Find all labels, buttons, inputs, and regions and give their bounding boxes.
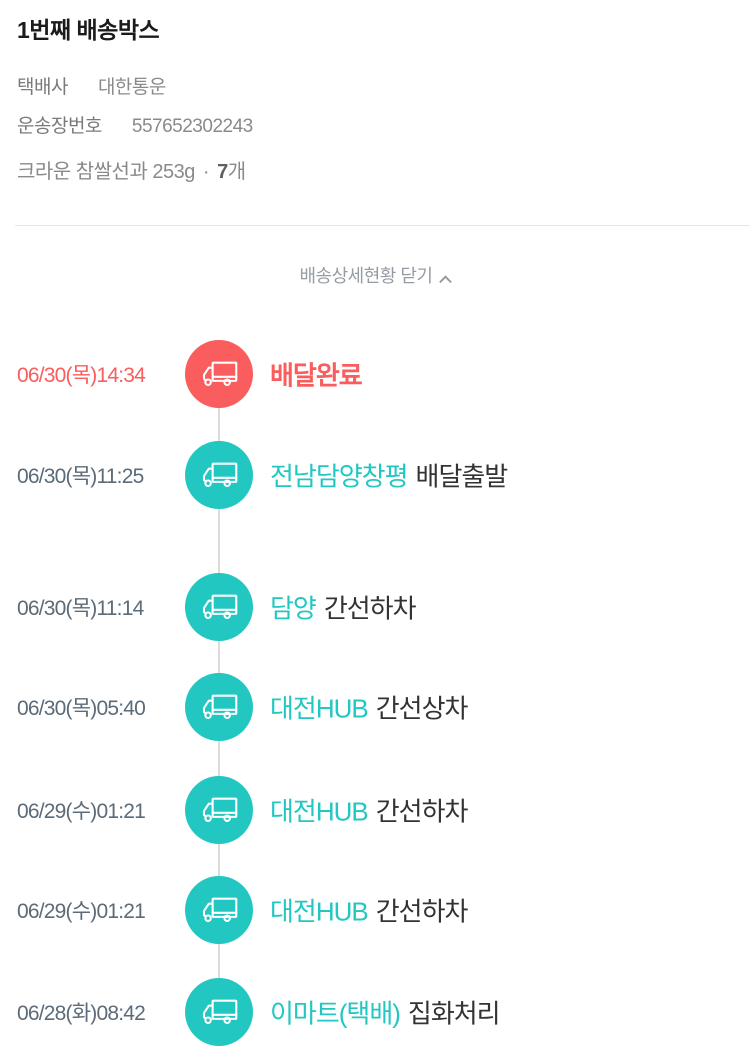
tracking-number-row: 운송장번호 557652302243 xyxy=(17,111,253,138)
status-circle xyxy=(185,573,253,641)
courier-value: 대한통운 xyxy=(97,77,166,98)
timeline-row: 06/30(목)11:14 담양 간선하차 xyxy=(0,573,750,641)
status-location: 대전HUB xyxy=(270,796,369,827)
courier-row: 택배사 대한통운 xyxy=(17,72,166,99)
timeline-row: 06/28(화)08:42 이마트(택배) 집화처리 xyxy=(0,978,750,1046)
status-label: 간선하차 xyxy=(375,796,469,827)
status-text: 배달완료 xyxy=(270,356,363,393)
tracking-number-label: 운송장번호 xyxy=(17,116,102,137)
status-circle xyxy=(185,673,253,741)
timeline-row: 06/30(목)05:40 대전HUB 간선상차 xyxy=(0,673,750,741)
product-summary: 크라운 참쌀선과 253g · 7개 xyxy=(17,155,246,184)
status-location: 대전HUB xyxy=(270,693,369,724)
page-title: 1번째 배송박스 xyxy=(17,17,160,43)
timeline-date: 06/30(목)14:34 xyxy=(17,364,146,387)
status-label: 간선상차 xyxy=(375,693,469,724)
truck-icon xyxy=(202,594,238,619)
timeline-row: 06/30(목)11:25 전남담양창평 배달출발 xyxy=(0,441,750,509)
status-text: 전남담양창평 배달출발 xyxy=(270,457,509,494)
timeline-date: 06/28(화)08:42 xyxy=(17,1002,146,1025)
timeline-date: 06/30(목)11:14 xyxy=(17,597,144,620)
status-location: 담양 xyxy=(270,593,317,624)
status-text: 이마트(택배) 집화처리 xyxy=(270,994,501,1031)
truck-icon xyxy=(202,361,238,386)
status-text: 담양 간선하차 xyxy=(270,589,417,626)
separator-dot: · xyxy=(202,161,210,183)
toggle-label: 배송상세현황 닫기 xyxy=(299,266,433,286)
status-text: 대전HUB 간선상차 xyxy=(270,689,469,726)
status-label: 배달출발 xyxy=(415,461,509,492)
product-unit: 개 xyxy=(227,161,246,183)
tracking-number-value: 557652302243 xyxy=(131,116,253,137)
status-circle xyxy=(185,340,253,408)
truck-icon xyxy=(202,797,238,822)
divider xyxy=(15,225,750,226)
timeline-row: 06/29(수)01:21 대전HUB 간선하차 xyxy=(0,876,750,944)
status-location: 이마트(택배) xyxy=(270,998,401,1029)
status-label: 간선하차 xyxy=(323,593,417,624)
status-location: 전남담양창평 xyxy=(270,461,409,492)
status-text: 대전HUB 간선하차 xyxy=(270,792,469,829)
timeline-date: 06/30(목)05:40 xyxy=(17,697,146,720)
truck-icon xyxy=(202,999,238,1024)
status-label: 배달완료 xyxy=(270,360,363,391)
toggle-detail-button[interactable]: 배송상세현황 닫기 xyxy=(0,262,750,289)
status-circle xyxy=(185,776,253,844)
product-name: 크라운 참쌀선과 253g xyxy=(17,161,195,183)
truck-icon xyxy=(202,897,238,922)
status-circle xyxy=(185,978,253,1046)
truck-icon xyxy=(202,462,238,487)
timeline-row: 06/30(목)14:34 배달완료 xyxy=(0,340,750,408)
status-text: 대전HUB 간선하차 xyxy=(270,892,469,929)
timeline-date: 06/29(수)01:21 xyxy=(17,800,146,823)
courier-label: 택배사 xyxy=(17,77,68,98)
timeline-date: 06/30(목)11:25 xyxy=(17,465,144,488)
timeline-row: 06/29(수)01:21 대전HUB 간선하차 xyxy=(0,776,750,844)
truck-icon xyxy=(202,694,238,719)
status-label: 간선하차 xyxy=(375,896,469,927)
timeline-date: 06/29(수)01:21 xyxy=(17,900,146,923)
status-label: 집화처리 xyxy=(407,998,501,1029)
status-circle xyxy=(185,876,253,944)
status-location: 대전HUB xyxy=(270,896,369,927)
product-quantity: 7 xyxy=(217,161,228,183)
status-circle xyxy=(185,441,253,509)
